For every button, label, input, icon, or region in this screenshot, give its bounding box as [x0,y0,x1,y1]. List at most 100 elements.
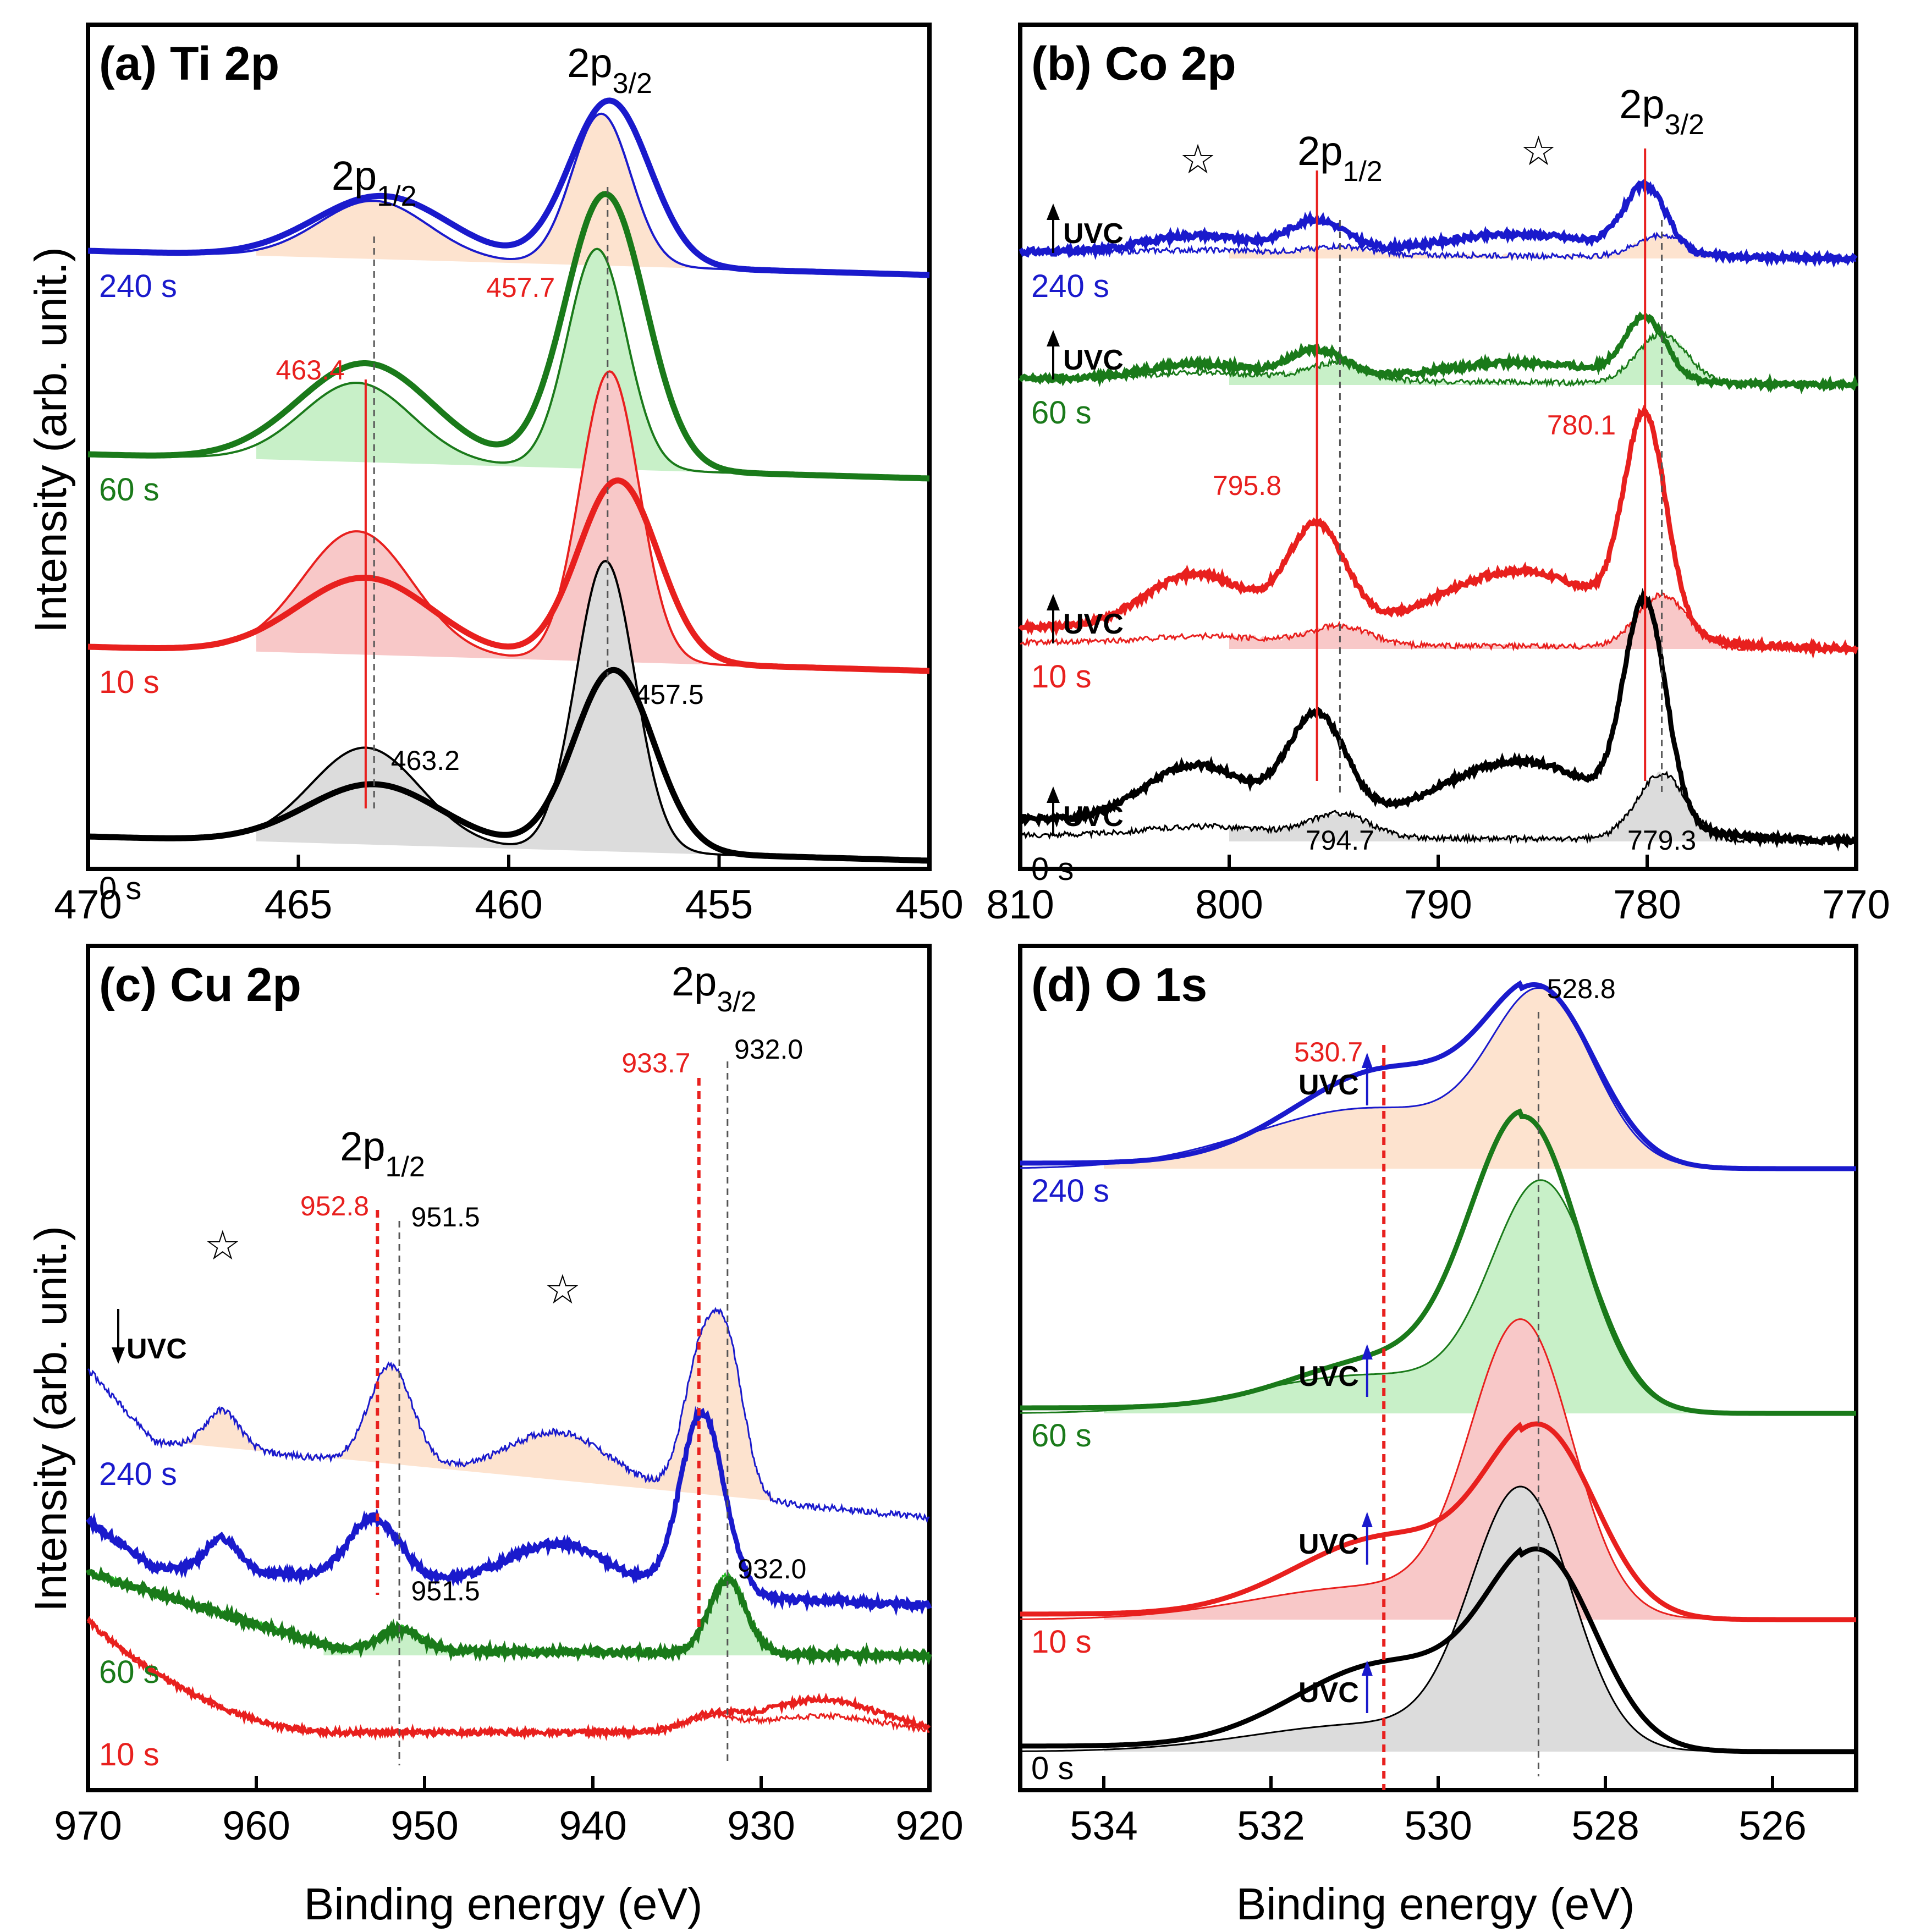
uvc-arrow-head [1047,203,1060,220]
peak-label-2p32: 2p3/2 [672,959,757,1018]
panel-title: (d) O 1s [1031,959,1207,1011]
series-label: 10 s [99,664,159,700]
annotation: 457.7 [486,272,555,303]
uvc-label: UVC [1298,1069,1359,1101]
x-axis-title-left: Binding energy (eV) [304,1879,703,1929]
series-line [85,1566,932,1667]
series-line [87,97,930,278]
series-label: 0 s [99,871,141,906]
uvc-arrow-head [1047,786,1060,803]
series-line [87,667,930,864]
x-tick-label: 532 [1237,1803,1305,1848]
uvc-label: UVC [1298,1361,1359,1392]
x-tick-label: 930 [727,1803,795,1848]
uvc-arrow-head [1361,1053,1373,1068]
annotation: 951.5 [411,1576,480,1606]
peak-fill [256,371,845,669]
peak-label-2p12: 2p1/2 [340,1124,425,1183]
series-label: 10 s [1031,1624,1092,1660]
x-tick-label: 460 [475,882,542,927]
peak-label-2p12: 2p1/2 [332,153,417,212]
series-line [87,191,930,482]
x-tick-label: 950 [390,1803,458,1848]
annotation: 779.3 [1627,825,1696,856]
x-tick-label: 960 [222,1803,290,1848]
peak-label-2p32: 2p3/2 [1619,81,1704,141]
series-label: 240 s [99,268,177,304]
x-tick-label: 455 [685,882,753,927]
x-tick-label: 770 [1822,882,1890,927]
series-line [1018,311,1859,394]
series-line [1019,179,1858,268]
x-tick-label: 800 [1195,882,1263,927]
series-label: 0 s [1031,851,1074,887]
uvc-label: UVC [1063,608,1124,640]
series-label: 60 s [1031,395,1092,431]
uvc-label: UVC [1063,801,1124,833]
peak-fill [1104,1319,1731,1620]
series-line-thin [87,1618,930,1738]
peak-fill [155,1310,778,1502]
series-label: 60 s [99,472,159,508]
annotation: 932.0 [734,1034,803,1065]
series-line [1020,1108,1856,1416]
peak-fill [1229,233,1752,260]
x-tick-label: 465 [265,882,332,927]
panel-b-co-2p: 810 800 790 780 770 (b) Co 2p 240 s UVC 60 s UVC 1… [986,23,1890,927]
x-tick-label: 970 [54,1803,122,1848]
series-line [1020,980,1856,1171]
peak-fill [256,114,845,273]
uvc-label: UVC [1298,1528,1359,1560]
series-line [1020,1546,1856,1754]
panel-title: (a) Ti 2p [99,37,279,90]
series-line-thin [1020,331,1857,390]
peak-fill [1229,593,1752,651]
series-line-thin [87,1307,930,1523]
series-label: 240 s [99,1456,177,1492]
annotation: 463.4 [276,355,345,386]
annotation: 952.8 [300,1191,369,1221]
annotation: 780.1 [1547,410,1616,441]
peak-label-2p32: 2p3/2 [567,40,652,100]
series-label: 10 s [99,1737,159,1773]
annotation: 463.2 [391,745,460,776]
series-label: 10 s [1031,659,1092,695]
peak-fill [1104,1180,1731,1413]
uvc-label: UVC [1063,218,1124,250]
plot-frame [86,944,932,1792]
series-line [87,477,930,674]
panel-c-cu-2p: 970 960 950 940 930 920 (c) Cu 2p 240 s 60 s 10 s… [54,944,964,1848]
annotation: 932.0 [738,1554,806,1584]
x-tick-label: 528 [1571,1803,1639,1848]
annotation: 457.5 [635,679,704,710]
plot-frame [86,23,932,871]
x-axis-title-right: Binding energy (eV) [1236,1879,1635,1929]
x-tick-label: 534 [1070,1803,1137,1848]
series-line-thin [87,370,930,672]
uvc-label: UVC [1063,344,1124,376]
x-tick-label: 450 [895,882,963,927]
x-tick-label: 780 [1613,882,1681,927]
annotation: 951.5 [411,1202,480,1232]
series-line [86,1406,932,1616]
y-axis-title-top: Intensity (arb. unit.) [26,247,76,633]
x-tick-label: 810 [986,882,1054,927]
peak-fill [1229,771,1752,843]
peak-fill [323,1575,778,1656]
annotation: 795.8 [1213,470,1281,501]
plot-frame [1018,23,1858,871]
x-tick-label: 940 [559,1803,626,1848]
series-line [1018,405,1859,659]
star-icon: ☆ [205,1223,241,1268]
annotation: 528.8 [1547,973,1616,1004]
uvc-label: UVC [126,1333,187,1365]
uvc-arrow-head [112,1347,125,1364]
panel-a-ti-2p: 470 465 460 455 450 (a) Ti 2p 240 s 60 s 10 s 0 s… [54,23,964,927]
star-icon: ☆ [544,1267,581,1312]
uvc-arrow-head [1361,1344,1373,1359]
series-label: 60 s [99,1654,159,1690]
panel-title: (b) Co 2p [1031,37,1236,90]
uvc-arrow-head [1361,1660,1373,1676]
series-line [1020,1421,1856,1622]
